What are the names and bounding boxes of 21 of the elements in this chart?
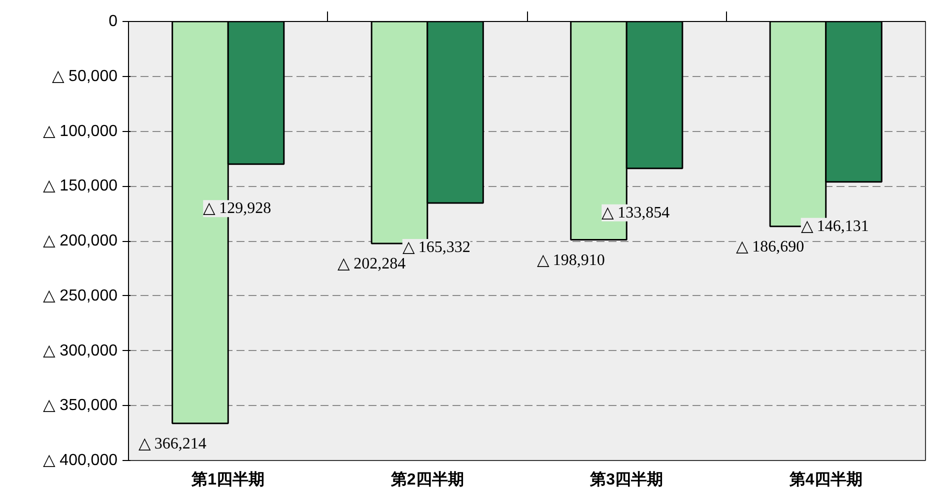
y-tick-label: △ 400,000 <box>43 452 118 469</box>
data-label: △ 202,284 <box>338 256 406 273</box>
data-label: △ 366,214 <box>138 435 206 452</box>
x-tick-label: 第2四半期 <box>390 470 464 488</box>
data-label: △ 129,928 <box>203 200 272 218</box>
y-tick-label: △ 150,000 <box>43 178 118 195</box>
data-label: △ 198,910 <box>536 252 605 269</box>
x-tick-label: 第1四半期 <box>190 470 265 488</box>
y-tick-label: △ 200,000 <box>43 232 118 250</box>
data-label: △ 133,854 <box>602 204 670 222</box>
y-tick-label: △ 100,000 <box>43 122 118 140</box>
data-label: △ 186,690 <box>736 238 804 256</box>
y-tick-label: △ 300,000 <box>43 342 118 360</box>
data-label: △ 146,131 <box>800 218 869 235</box>
y-tick-label: △ 250,000 <box>43 287 118 304</box>
x-tick-label: 第3四半期 <box>589 470 664 488</box>
y-tick-label: 0 <box>108 13 118 30</box>
x-tick-label: 第4四半期 <box>788 470 862 488</box>
data-label: △ 165,332 <box>402 238 470 256</box>
y-tick-label: △ 50,000 <box>52 68 118 85</box>
y-tick-label: △ 350,000 <box>43 397 118 414</box>
